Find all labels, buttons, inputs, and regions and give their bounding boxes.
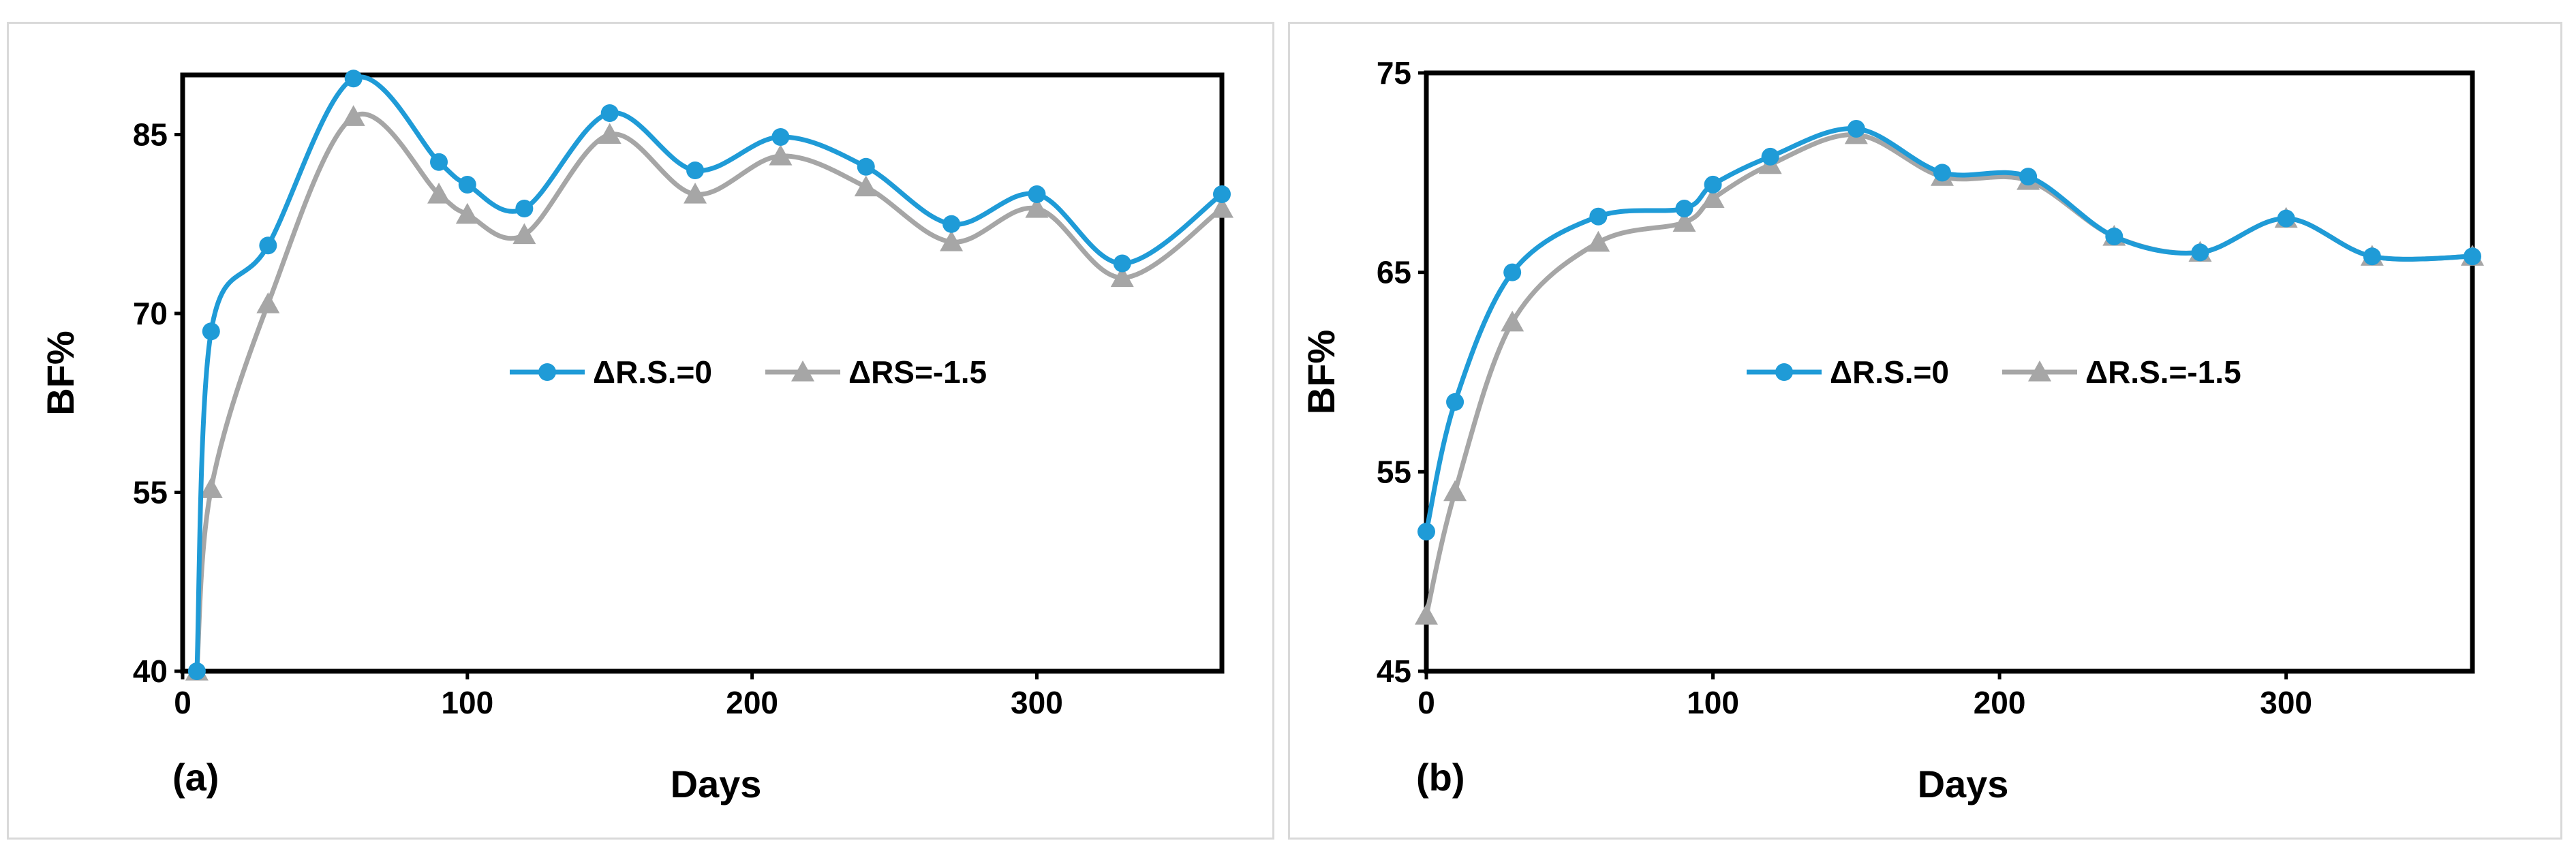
x-tick-label: 0 bbox=[1417, 685, 1435, 720]
series-line-2 bbox=[194, 112, 1224, 672]
x-tick-label: 200 bbox=[726, 685, 778, 720]
data-point-series-1 bbox=[1213, 185, 1231, 203]
legend-swatch-marker bbox=[1775, 363, 1793, 381]
data-point-series-1 bbox=[202, 322, 220, 341]
series-line-1 bbox=[194, 74, 1224, 672]
y-tick-label: 55 bbox=[1377, 454, 1411, 489]
data-point-series-2 bbox=[1110, 266, 1134, 288]
data-point-series-1 bbox=[458, 176, 476, 194]
data-point-series-2 bbox=[1701, 187, 1725, 208]
legend-label: ΔR.S.=0 bbox=[593, 354, 712, 390]
data-point-series-1 bbox=[942, 215, 961, 233]
x-axis-label: Days bbox=[1918, 763, 2009, 805]
data-point-series-1 bbox=[344, 70, 363, 88]
x-tick-label: 300 bbox=[2260, 685, 2312, 720]
x-tick-label: 300 bbox=[1011, 685, 1063, 720]
legend-label: ΔRS=-1.5 bbox=[848, 354, 987, 390]
x-tick-label: 200 bbox=[1974, 685, 2026, 720]
data-point-series-2 bbox=[1415, 604, 1438, 625]
x-axis-label: Days bbox=[671, 763, 762, 805]
data-point-series-1 bbox=[2277, 209, 2295, 228]
plot-frame bbox=[1424, 70, 2475, 674]
y-axis-label: BF% bbox=[39, 331, 82, 415]
data-point-series-2 bbox=[854, 175, 878, 197]
data-point-series-1 bbox=[1704, 175, 1722, 194]
data-point-series-2 bbox=[1672, 211, 1696, 232]
data-point-series-1 bbox=[2464, 247, 2481, 266]
data-point-series-2 bbox=[1210, 197, 1233, 218]
data-point-series-1 bbox=[187, 662, 206, 680]
data-point-series-2 bbox=[427, 183, 451, 204]
data-point-series-1 bbox=[515, 200, 534, 217]
data-point-series-1 bbox=[2105, 227, 2123, 245]
y-tick-label: 40 bbox=[133, 654, 168, 689]
data-point-series-1 bbox=[1503, 263, 1522, 281]
chart-panel-a: 40 55 70 85 0 100 200 300 Days BF% (a) ΔR.S.=0 ΔRS=-… bbox=[7, 22, 1274, 840]
data-point-series-1 bbox=[771, 128, 790, 146]
data-point-series-1 bbox=[2019, 168, 2038, 186]
y-tick-label: 55 bbox=[133, 475, 168, 510]
data-point-series-1 bbox=[1933, 164, 1951, 182]
data-point-series-2 bbox=[1586, 230, 1610, 252]
legend-label: ΔR.S.=0 bbox=[1830, 354, 1949, 390]
panel-label: (a) bbox=[172, 756, 219, 799]
data-point-series-2 bbox=[769, 144, 793, 166]
data-point-series-1 bbox=[1675, 200, 1693, 218]
series-line-2 bbox=[1424, 132, 2473, 616]
data-point-series-1 bbox=[430, 153, 448, 171]
data-point-series-1 bbox=[600, 104, 619, 122]
y-tick-label: 70 bbox=[133, 296, 168, 331]
data-point-series-1 bbox=[1589, 207, 1608, 226]
data-point-series-1 bbox=[857, 157, 875, 176]
y-tick-label: 85 bbox=[133, 117, 168, 153]
data-point-series-1 bbox=[259, 236, 277, 255]
y-tick-label: 75 bbox=[1377, 55, 1411, 91]
x-tick-label: 100 bbox=[1687, 685, 1739, 720]
data-point-series-2 bbox=[256, 292, 280, 313]
data-point-series-2 bbox=[341, 105, 365, 126]
legend-swatch-marker bbox=[538, 363, 556, 381]
data-point-series-2 bbox=[1501, 310, 1524, 332]
data-point-series-2 bbox=[1025, 197, 1049, 218]
data-point-series-1 bbox=[686, 162, 705, 179]
data-point-series-2 bbox=[1443, 480, 1467, 502]
data-point-series-1 bbox=[2191, 243, 2209, 262]
y-axis-label: BF% bbox=[1300, 330, 1343, 414]
chart-b: 45 55 65 75 0 100 200 300 Days BF% (b) ΔR.S.=0 ΔR.S.… bbox=[1300, 55, 2484, 805]
x-tick-label: 0 bbox=[174, 685, 191, 720]
panel-label: (b) bbox=[1416, 756, 1465, 799]
data-point-series-2 bbox=[940, 230, 964, 251]
chart-panel-b: 45 55 65 75 0 100 200 300 Days BF% (b) ΔR.S.=0 ΔR.S.… bbox=[1288, 22, 2562, 840]
x-tick-label: 100 bbox=[441, 685, 493, 720]
data-point-series-1 bbox=[1761, 147, 1779, 166]
legend-label: ΔR.S.=-1.5 bbox=[2085, 354, 2241, 390]
data-point-series-2 bbox=[684, 183, 707, 204]
legend-swatch-marker bbox=[791, 360, 814, 382]
data-point-series-2 bbox=[512, 223, 536, 245]
plot-frame bbox=[180, 72, 1225, 674]
data-point-series-1 bbox=[2363, 247, 2381, 266]
data-point-series-1 bbox=[1028, 185, 1046, 203]
data-point-series-2 bbox=[199, 477, 223, 498]
data-point-series-1 bbox=[1847, 119, 1865, 138]
data-point-series-1 bbox=[1446, 393, 1465, 411]
data-point-series-2 bbox=[598, 123, 622, 144]
data-point-series-1 bbox=[1417, 523, 1435, 541]
y-tick-label: 45 bbox=[1377, 654, 1411, 689]
data-point-series-1 bbox=[1113, 254, 1131, 273]
series-line-1 bbox=[1424, 126, 2473, 532]
data-point-series-2 bbox=[455, 202, 479, 224]
y-tick-label: 65 bbox=[1377, 255, 1411, 290]
chart-a: 40 55 70 85 0 100 200 300 Days BF% (a) ΔR.S.=0 ΔRS=-… bbox=[39, 70, 1233, 805]
legend-swatch-marker bbox=[2028, 360, 2051, 382]
